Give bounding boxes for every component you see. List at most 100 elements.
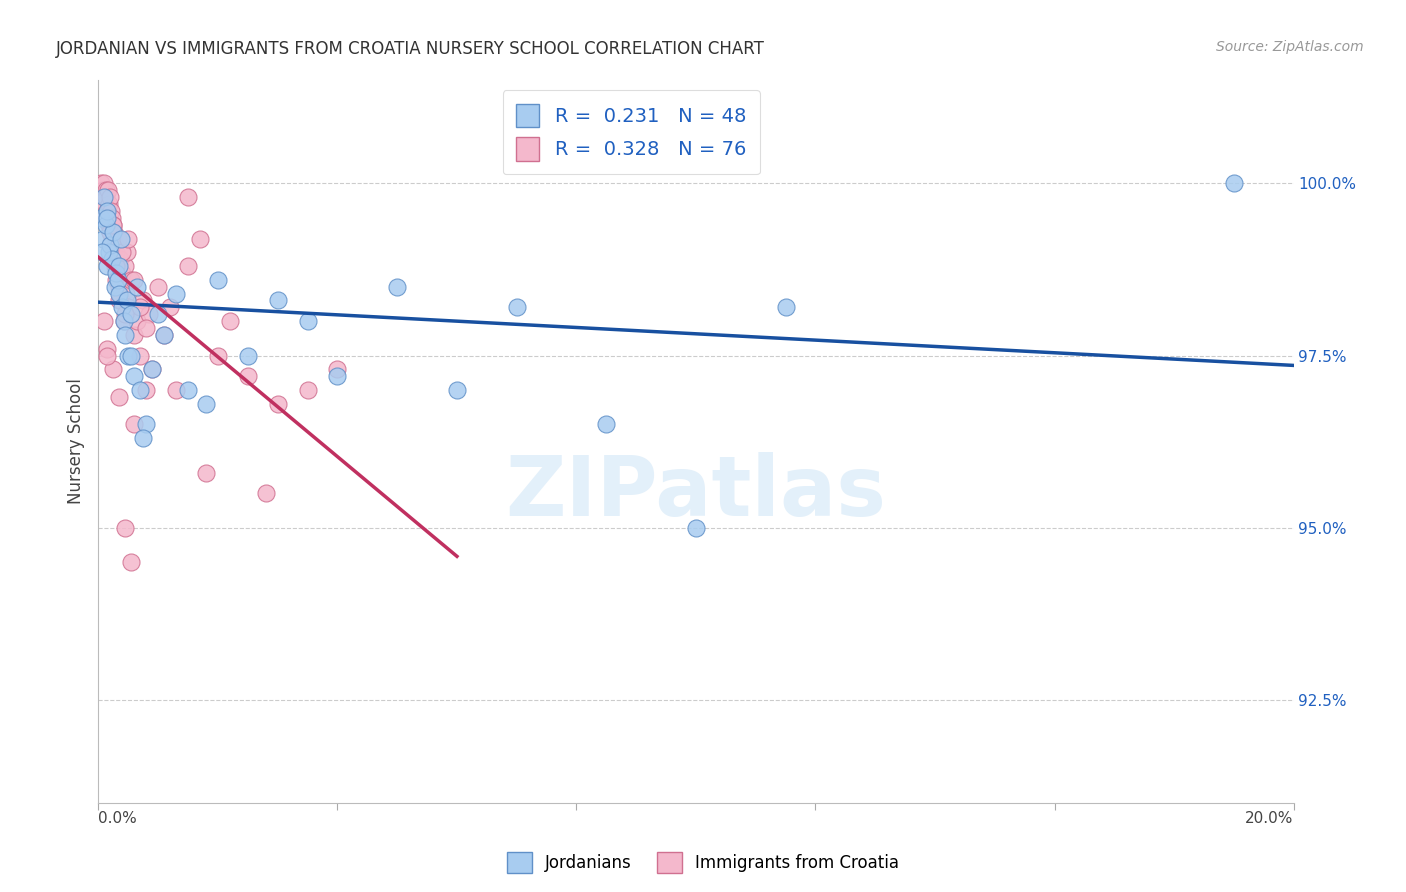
Point: [96, 211, 118, 225]
Point: [98, 190, 121, 204]
Point: [685, 520, 707, 534]
Point: [98, 225, 122, 239]
Point: [124, 273, 146, 287]
Point: [96, 190, 118, 204]
Point: [385, 279, 409, 293]
Point: [104, 245, 127, 260]
Point: [96, 349, 118, 363]
Text: Source: ZipAtlas.com: Source: ZipAtlas.com: [1216, 40, 1364, 54]
Point: [115, 293, 138, 308]
Text: 0.0%: 0.0%: [98, 811, 138, 826]
Point: [159, 301, 181, 315]
Point: [153, 327, 176, 342]
Point: [177, 383, 200, 397]
Point: [326, 369, 349, 384]
Point: [207, 349, 229, 363]
Point: [141, 362, 163, 376]
Point: [93, 211, 115, 225]
Point: [188, 231, 211, 245]
Point: [117, 231, 139, 245]
Point: [94, 183, 117, 197]
Point: [115, 286, 138, 301]
Point: [104, 279, 127, 293]
Point: [219, 314, 242, 328]
Point: [297, 383, 319, 397]
Point: [107, 273, 129, 287]
Point: [93, 190, 115, 204]
Point: [112, 314, 135, 328]
Text: JORDANIAN VS IMMIGRANTS FROM CROATIA NURSERY SCHOOL CORRELATION CHART: JORDANIAN VS IMMIGRANTS FROM CROATIA NUR…: [56, 40, 765, 58]
Point: [100, 204, 122, 219]
Point: [108, 390, 131, 404]
Point: [1223, 177, 1246, 191]
Point: [97, 183, 120, 197]
Point: [110, 231, 132, 245]
Point: [195, 466, 218, 480]
Point: [101, 231, 124, 245]
Point: [177, 259, 200, 273]
Point: [94, 197, 117, 211]
Point: [111, 266, 134, 280]
Point: [124, 369, 146, 384]
Point: [120, 273, 142, 287]
Point: [98, 238, 122, 252]
Point: [105, 266, 128, 280]
Point: [103, 245, 125, 260]
Point: [132, 431, 155, 445]
Point: [97, 197, 120, 211]
Point: [132, 293, 155, 308]
Point: [108, 252, 131, 267]
Point: [114, 520, 136, 534]
Point: [114, 307, 136, 321]
Point: [117, 349, 139, 363]
Point: [506, 301, 529, 315]
Point: [111, 245, 134, 260]
Point: [236, 349, 259, 363]
Point: [101, 218, 124, 232]
Point: [107, 279, 129, 293]
Point: [107, 231, 129, 245]
Point: [91, 245, 114, 260]
Point: [98, 225, 122, 239]
Point: [105, 273, 128, 287]
Point: [195, 397, 218, 411]
Point: [114, 327, 136, 342]
Legend: R =  0.231   N = 48, R =  0.328   N = 76: R = 0.231 N = 48, R = 0.328 N = 76: [502, 90, 761, 175]
Point: [177, 190, 200, 204]
Legend: Jordanians, Immigrants from Croatia: Jordanians, Immigrants from Croatia: [501, 846, 905, 880]
Point: [207, 273, 229, 287]
Point: [91, 231, 114, 245]
Point: [124, 327, 146, 342]
Point: [148, 307, 170, 321]
Point: [124, 417, 146, 432]
Point: [90, 211, 112, 225]
Point: [595, 417, 617, 432]
Point: [103, 225, 125, 239]
Point: [120, 349, 142, 363]
Point: [90, 177, 112, 191]
Point: [96, 342, 118, 356]
Point: [326, 362, 349, 376]
Point: [120, 555, 142, 569]
Point: [129, 383, 152, 397]
Point: [114, 259, 136, 273]
Point: [98, 218, 121, 232]
Point: [236, 369, 259, 384]
Y-axis label: Nursery School: Nursery School: [66, 378, 84, 505]
Point: [141, 362, 163, 376]
Point: [108, 293, 131, 308]
Point: [104, 259, 127, 273]
Point: [165, 383, 187, 397]
Point: [110, 293, 132, 308]
Point: [94, 218, 117, 232]
Point: [254, 486, 277, 500]
Point: [267, 293, 290, 308]
Point: [93, 177, 115, 191]
Point: [103, 238, 125, 252]
Point: [96, 204, 118, 219]
Point: [100, 211, 122, 225]
Point: [103, 362, 125, 376]
Point: [267, 397, 290, 411]
Point: [775, 301, 797, 315]
Point: [93, 314, 115, 328]
